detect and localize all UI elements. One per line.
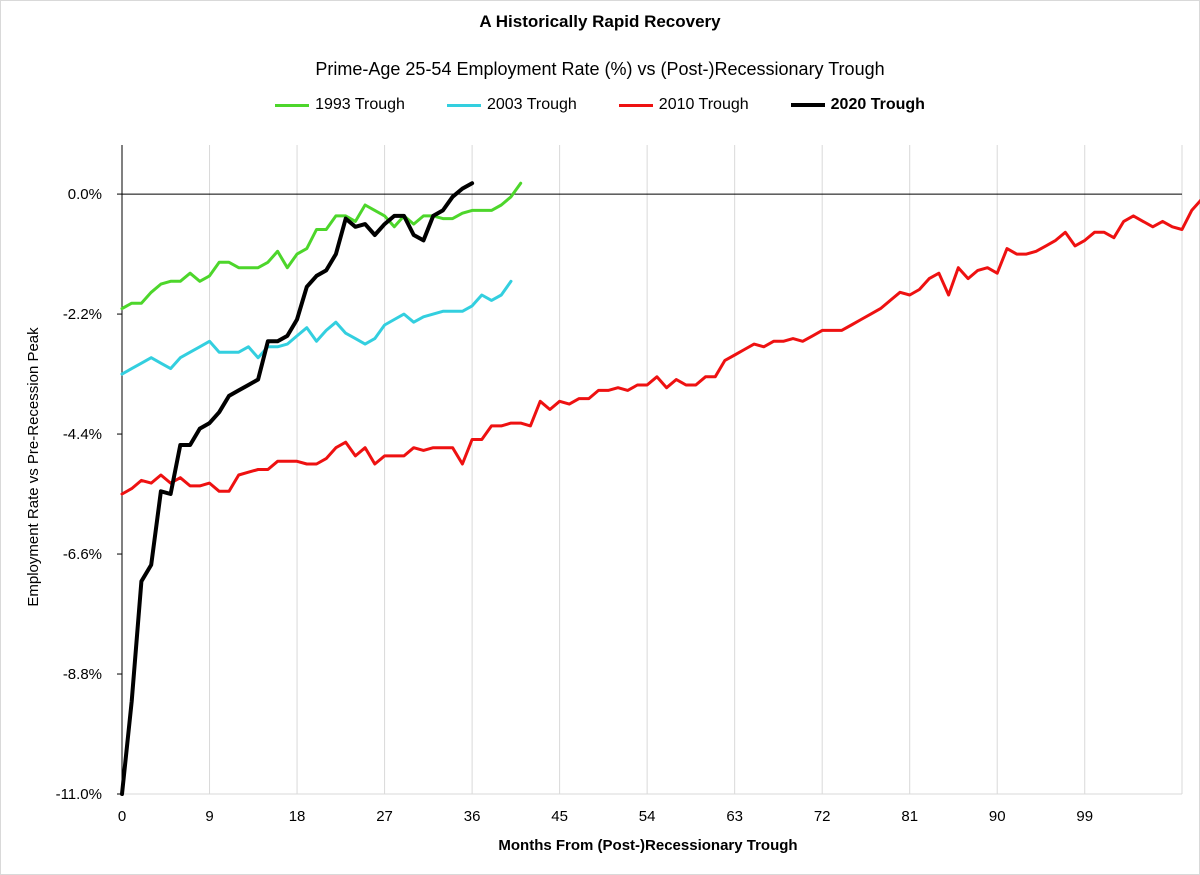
legend-label-2003: 2003 Trough <box>486 96 577 113</box>
y-tick-label: -8.8% <box>63 666 102 683</box>
legend-item-1993: 1993 Trough <box>275 96 405 114</box>
x-tick-label: 18 <box>289 808 306 825</box>
x-tick-label: 0 <box>118 808 126 825</box>
y-tick-label: -11.0% <box>56 786 102 803</box>
legend-item-2010: 2010 Trough <box>618 96 749 114</box>
x-tick-label: 99 <box>1076 808 1093 825</box>
x-tick-label: 81 <box>901 808 918 825</box>
series-line-2020-trough <box>120 181 475 796</box>
chart-title: A Historically Rapid Recovery <box>479 12 721 31</box>
legend-label-1993: 1993 Trough <box>315 96 405 113</box>
chart-subtitle: Prime-Age 25-54 Employment Rate (%) vs (… <box>315 59 885 79</box>
x-tick-label: 63 <box>726 808 743 825</box>
legend-swatch-2003 <box>446 103 481 107</box>
x-tick-label: 54 <box>639 808 656 825</box>
legend-swatch-1993 <box>275 103 310 107</box>
series-line-1993-trough <box>120 181 523 311</box>
y-tick-label: -4.4% <box>63 426 102 443</box>
legend-label-2020: 2020 Trough <box>830 96 925 113</box>
x-tick-label: 45 <box>551 808 568 825</box>
x-tick-label: 90 <box>989 808 1006 825</box>
legend-swatch-2020 <box>790 103 825 107</box>
axes <box>117 145 1182 795</box>
y-tick-label: -6.6% <box>63 546 102 563</box>
legend-label-2010: 2010 Trough <box>658 96 749 113</box>
y-tick-label: 0.0% <box>68 186 102 203</box>
y-axis-title: Employment Rate vs Pre-Recession Peak <box>25 327 42 607</box>
legend-item-2020: 2020 Trough <box>790 96 925 114</box>
x-axis-title: Months From (Post-)Recessionary Trough <box>498 837 797 854</box>
legend-swatch-2010 <box>618 103 653 107</box>
legend: 1993 Trough 2003 Trough 2010 Trough 2020… <box>0 96 1200 114</box>
x-tick-label: 27 <box>376 808 393 825</box>
series-line-2003-trough <box>120 279 513 376</box>
legend-item-2003: 2003 Trough <box>446 96 577 114</box>
x-tick-label: 36 <box>464 808 481 825</box>
series-line-2010-trough <box>120 198 1200 496</box>
series-lines <box>120 181 1200 796</box>
x-tick-label: 9 <box>205 808 213 825</box>
gridlines <box>209 145 1183 794</box>
y-tick-label: -2.2% <box>63 306 102 323</box>
x-tick-label: 72 <box>814 808 831 825</box>
tick-labels: 0 9 18 27 36 45 54 63 72 81 90 99 0.0% -2.2% -4.4% -6.6… <box>56 186 1094 825</box>
